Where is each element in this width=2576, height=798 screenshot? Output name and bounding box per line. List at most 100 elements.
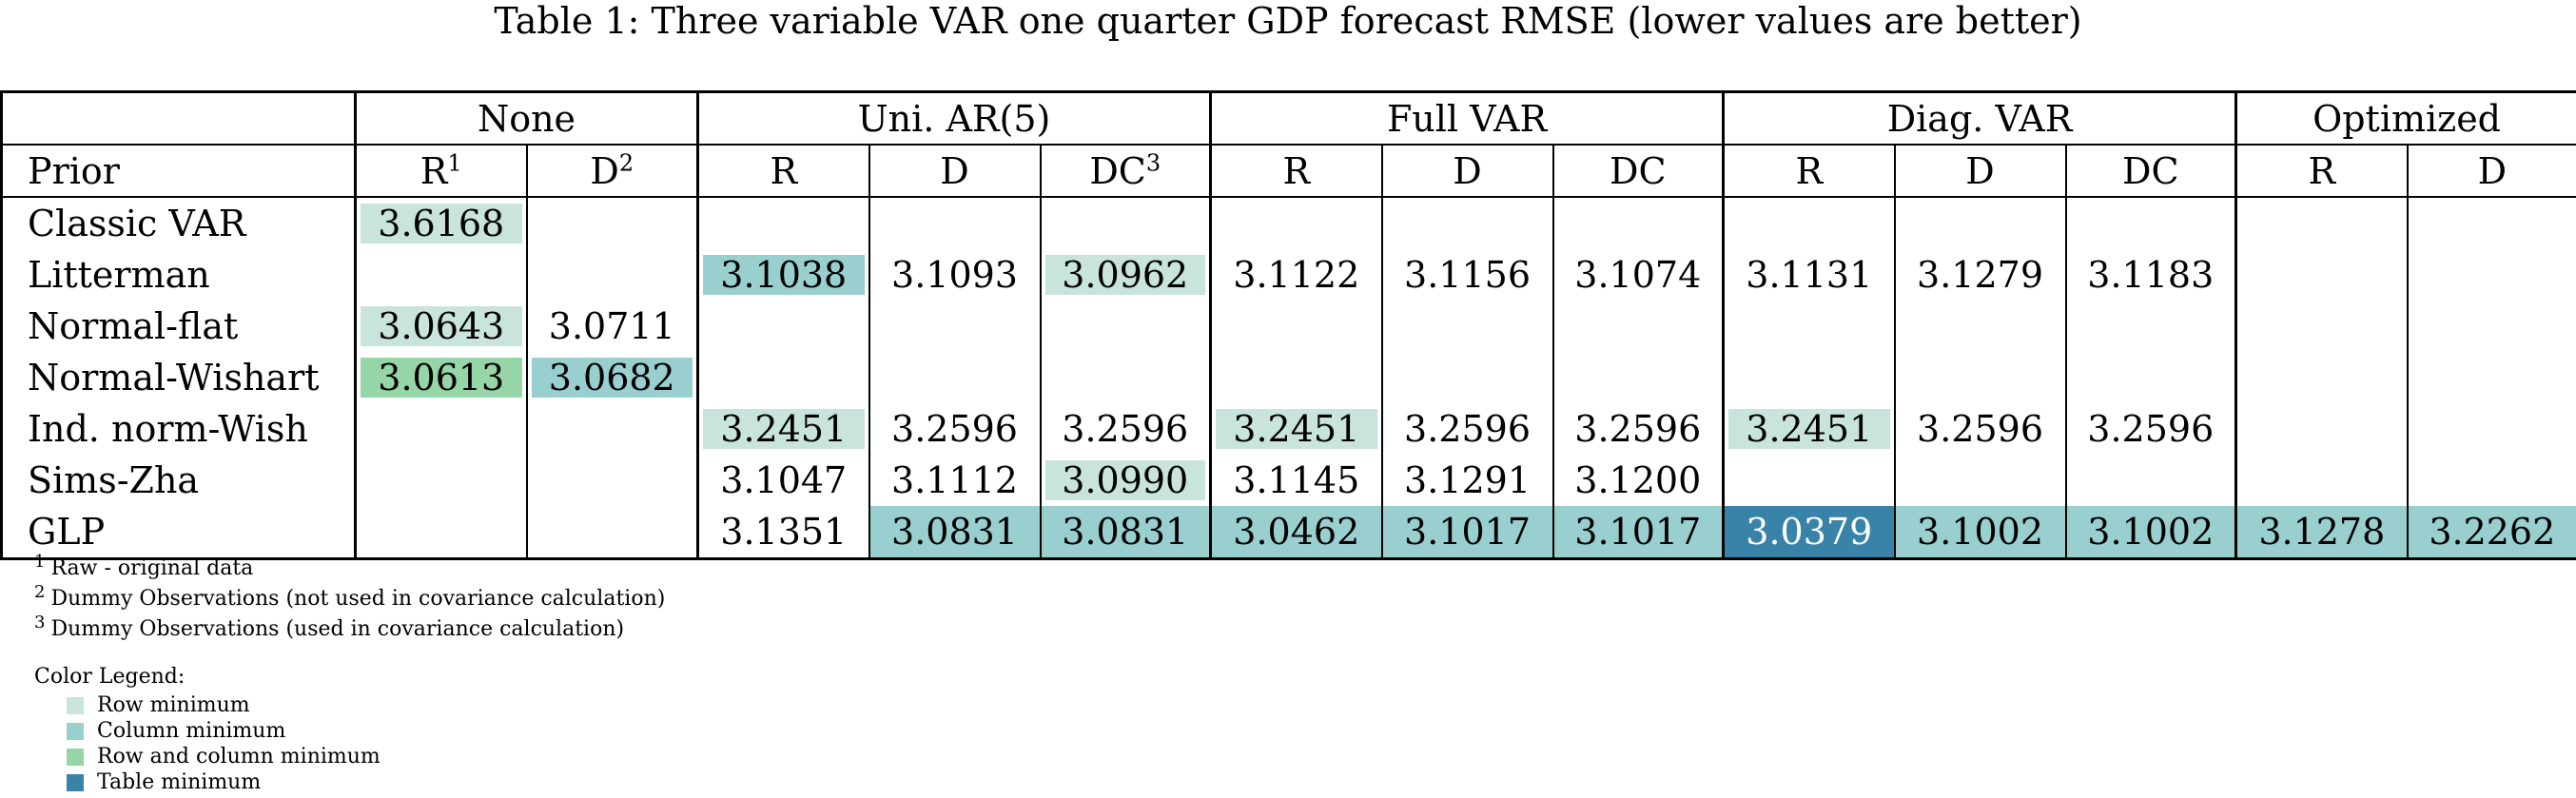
- rmse-cell: 3.1047: [698, 455, 869, 506]
- column-header-label: DC: [2122, 150, 2179, 192]
- column-header: R: [1724, 145, 1895, 197]
- column-header: R: [698, 145, 869, 197]
- rmse-cell: 3.1278: [2236, 506, 2408, 559]
- footnote-text: Dummy Observations (used in covariance c…: [50, 617, 624, 641]
- column-header-label: D: [590, 150, 618, 192]
- rmse-cell: [2236, 249, 2408, 301]
- rmse-value: 3.1131: [1728, 255, 1890, 295]
- rmse-cell: [2408, 301, 2576, 352]
- footnote-marker: 3: [34, 613, 45, 633]
- rmse-cell: [698, 197, 869, 249]
- prior-name: Classic VAR: [2, 197, 356, 249]
- rmse-cell: [2236, 403, 2408, 455]
- legend-swatch: [67, 774, 84, 791]
- column-header-label: R: [2308, 150, 2335, 192]
- group-header-optimized: Optimized: [2236, 92, 2576, 146]
- rmse-cell: [1041, 352, 1211, 403]
- column-header-label: R: [420, 150, 448, 192]
- rmse-cell: 3.1038: [698, 249, 869, 301]
- rmse-cell: 3.2451: [1211, 403, 1382, 455]
- column-header: DC: [1553, 145, 1724, 197]
- rmse-cell: [527, 506, 698, 559]
- rmse-cell: 3.1093: [869, 249, 1041, 301]
- rmse-value: 3.1145: [1216, 460, 1377, 500]
- legend-title: Color Legend:: [34, 662, 1366, 692]
- legend-item: Column minimum: [67, 718, 1366, 744]
- rmse-cell: [2066, 197, 2236, 249]
- rmse-value: 3.0831: [1045, 512, 1206, 552]
- rmse-cell: [2236, 197, 2408, 249]
- rmse-cell: 3.0379: [1724, 506, 1895, 559]
- rmse-cell: [2236, 352, 2408, 403]
- rmse-cell: [1553, 301, 1724, 352]
- rmse-cell: [698, 352, 869, 403]
- rmse-value: 3.1156: [1387, 255, 1549, 295]
- rmse-cell: [1724, 301, 1895, 352]
- footnote-marker: 2: [34, 582, 45, 602]
- column-header: DC: [2066, 145, 2236, 197]
- rmse-cell: 3.1145: [1211, 455, 1382, 506]
- rmse-value: 3.2262: [2412, 512, 2573, 552]
- rmse-cell: 3.1131: [1724, 249, 1895, 301]
- rmse-cell: [1041, 301, 1211, 352]
- rmse-cell: [2066, 455, 2236, 506]
- group-header-blank: [2, 92, 356, 146]
- rmse-cell: 3.2451: [698, 403, 869, 455]
- rmse-cell: 3.2451: [1724, 403, 1895, 455]
- rmse-value: 3.1351: [703, 512, 865, 552]
- rmse-cell: [1382, 352, 1553, 403]
- rmse-cell: [869, 197, 1041, 249]
- rmse-cell: [527, 197, 698, 249]
- prior-name: Normal-Wishart: [2, 352, 356, 403]
- footnote-marker: 3: [1146, 149, 1161, 176]
- rmse-cell: 3.1017: [1553, 506, 1724, 559]
- legend-item: Table minimum: [67, 769, 1366, 795]
- column-header-label: D: [1453, 150, 1481, 192]
- rmse-cell: 3.1291: [1382, 455, 1553, 506]
- prior-name: Sims-Zha: [2, 455, 356, 506]
- rmse-cell: [2408, 455, 2576, 506]
- column-header: DC3: [1041, 145, 1211, 197]
- rmse-cell: [869, 301, 1041, 352]
- rmse-cell: [2066, 352, 2236, 403]
- rmse-cell: [1041, 197, 1211, 249]
- column-header: D: [1382, 145, 1553, 197]
- rmse-cell: [2236, 301, 2408, 352]
- rmse-value: 3.2596: [1558, 409, 1719, 449]
- legend-label: Table minimum: [97, 768, 261, 798]
- rmse-cell: 3.1002: [1895, 506, 2066, 559]
- rmse-cell: [527, 249, 698, 301]
- footnote-text: Raw - original data: [50, 556, 253, 580]
- column-header: R1: [356, 145, 527, 197]
- legend-item: Row minimum: [67, 692, 1366, 718]
- rmse-cell: 3.1351: [698, 506, 869, 559]
- footnote-marker: 1: [34, 552, 45, 572]
- group-header-uni-ar5: Uni. AR(5): [698, 92, 1211, 146]
- rmse-cell: [356, 455, 527, 506]
- column-header-label: R: [1282, 150, 1310, 192]
- rmse-cell: 3.1017: [1382, 506, 1553, 559]
- rmse-value: 3.2596: [1900, 409, 2061, 449]
- rmse-value: 3.1183: [2071, 255, 2232, 295]
- column-header: R: [1211, 145, 1382, 197]
- group-header-diag-var: Diag. VAR: [1724, 92, 2236, 146]
- rmse-cell: 3.2262: [2408, 506, 2576, 559]
- rmse-value: 3.2596: [1387, 409, 1549, 449]
- rmse-value: 3.2451: [1728, 409, 1890, 449]
- rmse-cell: 3.1279: [1895, 249, 2066, 301]
- rmse-value: 3.0379: [1728, 512, 1890, 552]
- rmse-value: 3.0962: [1045, 255, 1206, 295]
- column-header-label: DC: [1089, 150, 1146, 192]
- rmse-cell: [2408, 403, 2576, 455]
- rmse-cell: 3.0831: [1041, 506, 1211, 559]
- column-header: D: [2408, 145, 2576, 197]
